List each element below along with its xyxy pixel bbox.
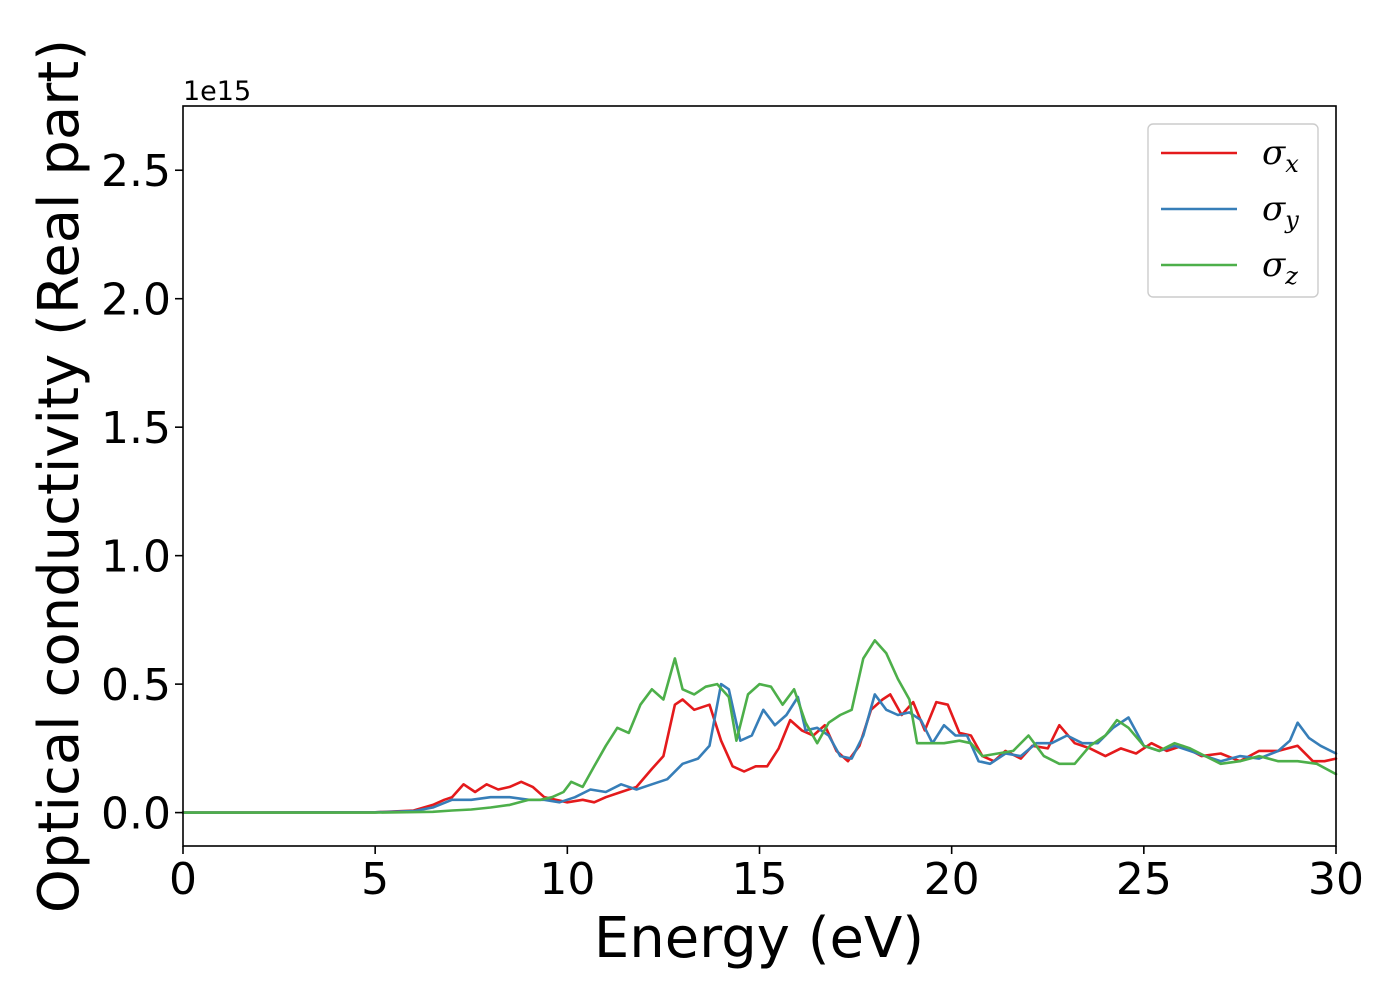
series-line-z: [181, 639, 1338, 814]
x-tick-label: 10: [539, 854, 595, 905]
series-line-y: [181, 682, 1338, 814]
legend-subscript: y: [1284, 206, 1299, 234]
legend-symbol: σ: [1262, 245, 1286, 285]
x-tick-label: 15: [732, 854, 788, 905]
x-tick-label: 25: [1116, 854, 1172, 905]
y-tick-label: 0.5: [101, 660, 171, 711]
y-tick-label: 1.5: [101, 403, 171, 454]
x-axis-title: Energy (eV): [594, 906, 924, 971]
x-tick-label: 5: [361, 854, 389, 905]
legend-subscript: z: [1284, 262, 1298, 290]
y-tick-label: 2.5: [101, 146, 171, 197]
legend-subscript: x: [1285, 150, 1299, 178]
x-tick-label: 20: [924, 854, 980, 905]
legend-label-y: σy: [1262, 189, 1299, 234]
y-tick-label: 2.0: [101, 275, 171, 326]
x-tick-label: 0: [169, 854, 197, 905]
y-offset-label: 1e15: [183, 76, 251, 107]
y-tick-label: 1.0: [101, 532, 171, 583]
series-line-x: [181, 693, 1338, 814]
legend-label-x: σx: [1262, 133, 1299, 178]
legend-frame: [1147, 123, 1319, 298]
legend-label-z: σz: [1262, 245, 1298, 290]
y-axis: 0.0 0.5 1.0 1.5 2.0 2.5: [101, 146, 183, 840]
x-axis: 0 5 10 15 20 25 30: [169, 846, 1364, 905]
series-layer: [181, 639, 1338, 814]
y-tick-label: 0.0: [101, 789, 171, 840]
y-axis-title: Optical conductivity (Real part): [27, 39, 92, 913]
legend-symbol: σ: [1262, 133, 1286, 173]
x-tick-label: 30: [1308, 854, 1364, 905]
legend-symbol: σ: [1262, 189, 1286, 229]
